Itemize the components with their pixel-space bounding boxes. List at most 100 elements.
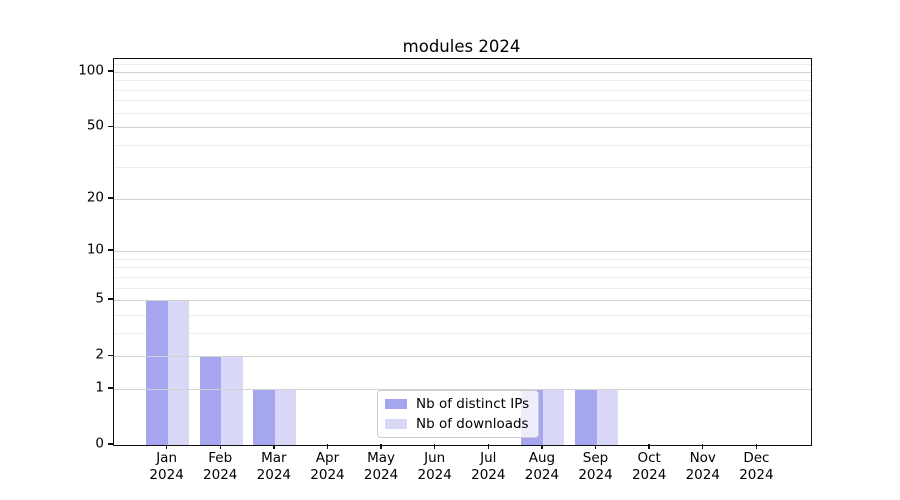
gridline-minor (114, 144, 811, 146)
y-tick-label: 20 (86, 189, 104, 206)
bar-downloads-aug (542, 388, 565, 445)
x-tick-label: Jul 2024 (448, 450, 528, 484)
gridline-major (114, 72, 811, 73)
legend-item: Nb of distinct IPs (385, 396, 529, 412)
plot-area (113, 58, 812, 446)
x-tick-month: Jun (424, 450, 446, 466)
x-tick-mark (594, 444, 597, 449)
bar-distinct-ips-sep (575, 388, 597, 445)
gridline-minor (114, 258, 811, 260)
y-tick-mark (108, 298, 113, 300)
x-tick-label: Mar 2024 (234, 450, 314, 484)
x-tick-month: Nov (689, 450, 716, 466)
gridline-major (114, 356, 811, 358)
gridline-minor (114, 167, 811, 169)
x-tick-year: 2024 (256, 467, 292, 483)
gridline-major (114, 251, 811, 253)
x-tick-mark (380, 444, 382, 449)
bar-downloads-mar (274, 388, 297, 445)
x-tick-year: 2024 (149, 467, 184, 483)
gridline-minor (114, 100, 811, 102)
x-tick-label: Nov 2024 (663, 450, 743, 484)
y-tick-label: 50 (86, 117, 104, 134)
x-tick-mark (273, 444, 275, 449)
x-tick-label: Apr 2024 (287, 450, 367, 484)
x-tick-month: May (367, 450, 396, 466)
gridline-minor (114, 287, 811, 289)
y-tick-mark (108, 70, 113, 72)
gridline-minor (114, 80, 811, 82)
x-tick-mark (219, 444, 221, 449)
x-tick-month: Mar (261, 450, 287, 466)
y-tick-mark (108, 197, 113, 199)
x-tick-month: Feb (208, 450, 233, 466)
x-tick-month: Jul (480, 450, 497, 466)
x-tick-mark (541, 444, 543, 449)
x-tick-year: 2024 (739, 467, 774, 483)
bar-downloads-feb (221, 356, 243, 445)
x-tick-label: Aug 2024 (502, 450, 582, 484)
y-tick-mark (108, 249, 113, 251)
y-tick-label: 10 (86, 241, 104, 258)
gridline-major (114, 388, 811, 390)
x-tick-month: Apr (315, 450, 340, 466)
x-tick-label: Oct 2024 (609, 450, 689, 484)
x-tick-label: Jun 2024 (395, 450, 475, 484)
gridline-minor (114, 332, 811, 334)
y-tick-mark (108, 125, 113, 127)
bar-distinct-ips-feb (199, 356, 222, 445)
bar-downloads-jan (167, 300, 190, 445)
x-tick-month: Jan (156, 450, 178, 466)
x-tick-year: 2024 (417, 467, 452, 483)
x-tick-label: Jan 2024 (127, 450, 207, 484)
x-tick-label: Sep 2024 (556, 450, 636, 484)
x-tick-year: 2024 (524, 467, 560, 483)
x-tick-mark (487, 444, 489, 449)
legend: Nb of distinct IPs Nb of downloads (377, 390, 540, 438)
x-tick-mark (755, 444, 758, 449)
x-tick-year: 2024 (631, 467, 667, 483)
gridline-minor (114, 276, 811, 278)
legend-swatch-icon (385, 399, 407, 409)
x-tick-mark (326, 444, 329, 449)
legend-label: Nb of downloads (416, 416, 529, 432)
x-tick-mark (702, 444, 704, 449)
y-tick-label: 5 (95, 290, 104, 307)
x-tick-label: May 2024 (341, 450, 421, 484)
x-tick-year: 2024 (310, 467, 345, 483)
bar-distinct-ips-jan (146, 300, 168, 445)
x-tick-year: 2024 (203, 467, 238, 483)
y-tick-label: 2 (95, 346, 104, 363)
x-tick-label: Feb 2024 (180, 450, 260, 484)
y-tick-label: 1 (95, 379, 104, 396)
x-tick-mark (165, 444, 168, 449)
y-tick-mark (108, 354, 113, 356)
y-tick-mark (108, 387, 113, 389)
legend-item: Nb of downloads (385, 416, 529, 432)
gridline-major (114, 127, 811, 129)
x-tick-label: Dec 2024 (716, 450, 796, 484)
x-tick-year: 2024 (685, 467, 720, 483)
x-tick-mark (433, 444, 436, 449)
x-tick-year: 2024 (363, 467, 399, 483)
gridline-major (114, 300, 811, 302)
gridline-minor (114, 267, 811, 269)
legend-swatch-icon (385, 419, 407, 429)
gridline-minor (114, 112, 811, 114)
y-tick-mark (108, 443, 113, 445)
gridline-major (114, 198, 811, 200)
x-tick-year: 2024 (578, 467, 613, 483)
y-tick-label: 100 (78, 62, 104, 79)
gridline-minor (114, 89, 811, 91)
x-tick-year: 2024 (471, 467, 506, 483)
x-tick-month: Sep (582, 450, 609, 466)
x-tick-month: Aug (528, 450, 556, 466)
gridline-minor (114, 314, 811, 316)
x-tick-month: Dec (743, 450, 770, 466)
bar-distinct-ips-mar (253, 388, 275, 445)
x-tick-month: Oct (637, 450, 661, 466)
gridline-minor (114, 64, 811, 66)
legend-label: Nb of distinct IPs (416, 396, 530, 412)
chart-title: modules 2024 (402, 37, 521, 56)
